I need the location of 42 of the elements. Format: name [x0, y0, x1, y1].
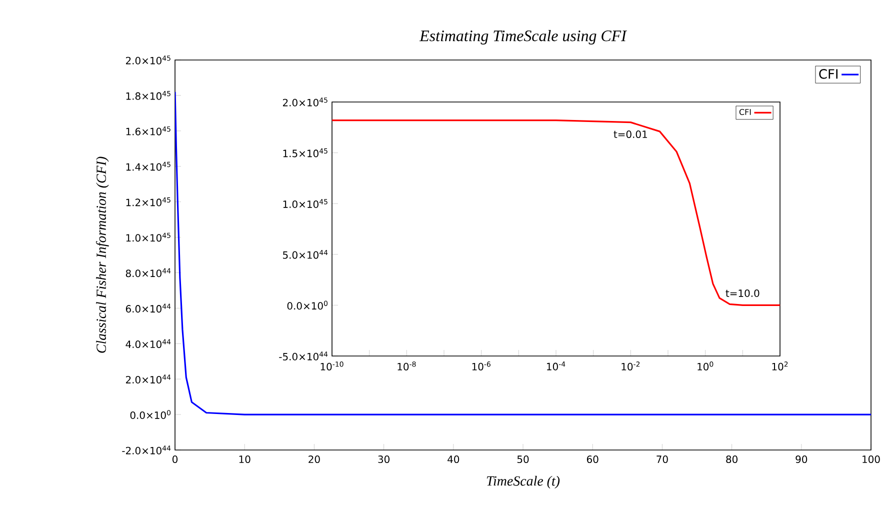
x-tick-label: 70	[656, 455, 668, 464]
legend-label: CFI	[819, 69, 838, 79]
x-tick-label: 20	[308, 455, 320, 464]
annotation: t=0.01	[614, 130, 647, 138]
y-tick-label: 1.0×10$^{45}$	[126, 232, 170, 242]
y-tick-label: 1.8×10$^{45}$	[126, 91, 170, 100]
y-tick-label: 4.0×10$^{44}$	[126, 339, 171, 348]
chart-title: Estimating TimeScale using CFI	[419, 30, 628, 44]
x-axis-title: TimeScale (t)	[486, 476, 560, 489]
x-tick-label: 30	[378, 455, 390, 464]
x-tick-label: 50	[517, 455, 529, 464]
y-tick-label: 2.0×10$^{44}$	[126, 374, 171, 384]
x-tick-label: 10$^{0}$	[698, 362, 714, 370]
y-tick-label: 2.0×10$^{45}$	[126, 56, 170, 64]
y-tick-label: 8.0×10$^{44}$	[126, 268, 171, 278]
x-tick-label: 90	[796, 455, 808, 464]
x-tick-label: 40	[448, 455, 460, 464]
x-tick-label: 10$^{-2}$	[622, 362, 640, 370]
annotation: t=10.0	[726, 289, 760, 297]
y-tick-label: 1.4×10$^{45}$	[126, 162, 170, 171]
x-tick-label: 80	[726, 455, 738, 464]
x-tick-label: 100	[862, 455, 880, 464]
y-tick-label: -2.0×10$^{44}$	[122, 446, 171, 454]
x-tick-label: 10$^{2}$	[772, 362, 788, 370]
y-tick-label: 2.0×10$^{45}$	[282, 98, 328, 106]
y-tick-label: 5.0×10$^{44}$	[283, 250, 328, 259]
y-tick-label: 1.5×10$^{45}$	[283, 148, 328, 158]
x-tick-label: 10	[239, 455, 250, 464]
x-tick-label: 0	[172, 455, 178, 464]
x-tick-label: 10$^{-8}$	[398, 362, 416, 370]
x-tick-label: 10$^{-10}$	[320, 362, 344, 370]
y-tick-label: -5.0×10$^{44}$	[279, 352, 328, 360]
x-tick-label: 10$^{-6}$	[472, 362, 490, 370]
y-tick-label: 0.0×10$^{0}$	[130, 410, 171, 419]
y-tick-label: 0.0×10$^{0}$	[287, 300, 328, 310]
y-tick-label: 6.0×10$^{44}$	[126, 304, 171, 313]
y-tick-label: 1.0×10$^{45}$	[283, 199, 328, 208]
y-tick-label: 1.2×10$^{45}$	[126, 197, 170, 206]
y-tick-label: 1.6×10$^{45}$	[126, 126, 170, 136]
x-tick-label: 60	[586, 455, 598, 464]
x-tick-label: 10$^{-4}$	[547, 362, 566, 370]
y-axis-title: Classical Fisher Information (CFI)	[96, 156, 109, 353]
